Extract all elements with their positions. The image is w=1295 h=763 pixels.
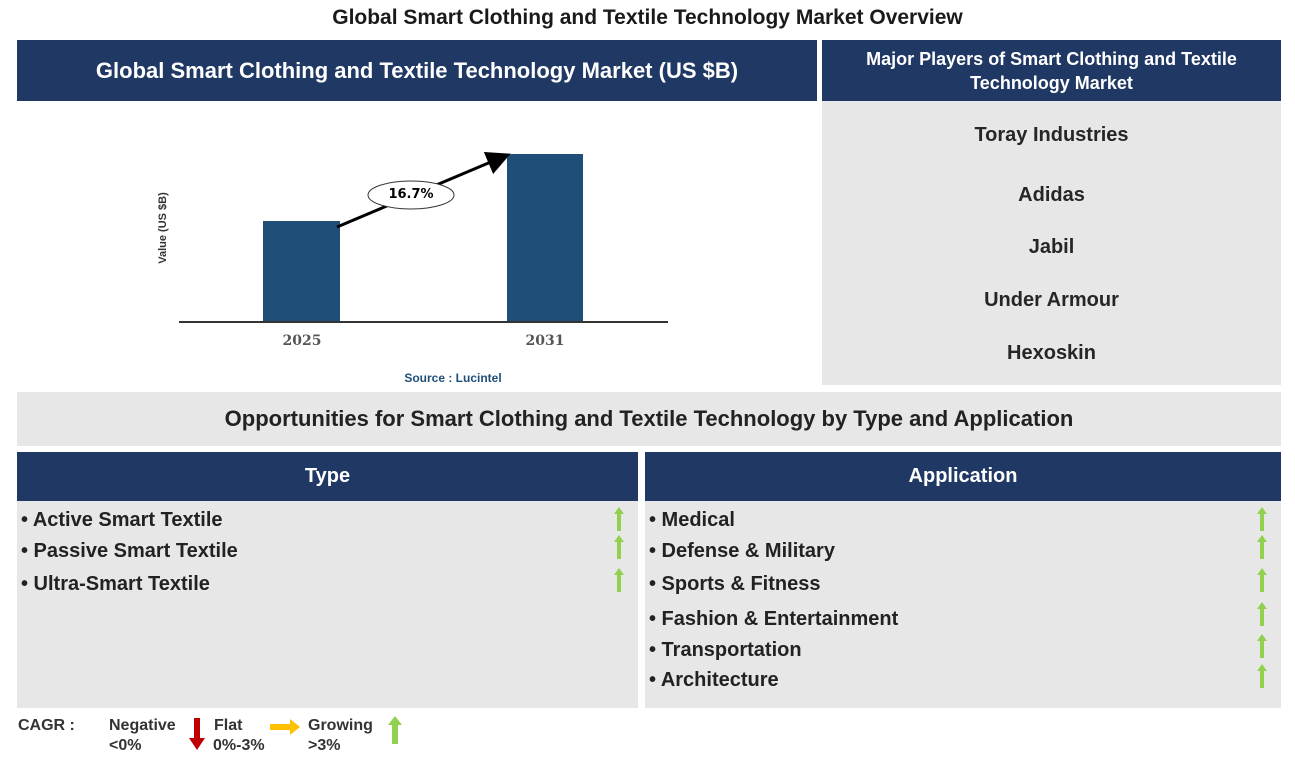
legend-flat-range: 0%-3% bbox=[213, 737, 265, 754]
legend-negative-range: <0% bbox=[109, 737, 142, 754]
x-tick-2031: 2031 bbox=[525, 333, 565, 349]
page-title: Global Smart Clothing and Textile Techno… bbox=[332, 6, 963, 29]
application-item: • Fashion & Entertainment bbox=[649, 608, 899, 630]
application-item: • Sports & Fitness bbox=[649, 573, 821, 595]
player-item: Under Armour bbox=[984, 289, 1119, 311]
growing-arrow-icon bbox=[1257, 535, 1267, 559]
player-item: Hexoskin bbox=[1007, 342, 1096, 364]
y-axis-label: Value (US $B) bbox=[157, 192, 169, 264]
legend-title: CAGR : bbox=[18, 717, 75, 734]
chart-header: Global Smart Clothing and Textile Techno… bbox=[17, 40, 817, 101]
growing-arrow-icon bbox=[388, 716, 402, 744]
application-item: • Architecture bbox=[649, 669, 779, 691]
player-item: Jabil bbox=[1028, 236, 1075, 258]
type-item: • Passive Smart Textile bbox=[21, 540, 238, 562]
application-item: • Transportation bbox=[649, 639, 802, 661]
player-item: Adidas bbox=[1018, 184, 1085, 206]
application-item: • Defense & Military bbox=[649, 540, 835, 562]
flat-arrow-icon bbox=[270, 719, 300, 735]
players-header: Major Players of Smart Clothing and Text… bbox=[822, 40, 1281, 101]
opportunities-header: Opportunities for Smart Clothing and Tex… bbox=[17, 392, 1281, 446]
type-list: • Active Smart Textile • Passive Smart T… bbox=[17, 501, 638, 708]
legend-flat-label: Flat bbox=[214, 717, 243, 734]
growing-arrow-icon bbox=[614, 507, 624, 531]
legend-negative-label: Negative bbox=[109, 717, 176, 734]
player-item: Toray Industries bbox=[974, 124, 1129, 146]
application-item: • Medical bbox=[649, 509, 735, 531]
negative-arrow-icon bbox=[189, 718, 205, 750]
growing-arrow-icon bbox=[1257, 568, 1267, 592]
x-axis bbox=[179, 321, 668, 323]
players-list: Toray Industries Adidas Jabil Under Armo… bbox=[822, 101, 1281, 385]
growing-arrow-icon bbox=[1257, 634, 1267, 658]
source-label: Source : Lucintel bbox=[404, 371, 502, 385]
growing-arrow-icon bbox=[1257, 602, 1267, 626]
growing-arrow-icon bbox=[614, 535, 624, 559]
cagr-arrow-icon bbox=[336, 151, 511, 229]
legend-growing-range: >3% bbox=[308, 737, 341, 754]
growing-arrow-icon bbox=[1257, 507, 1267, 531]
application-list: • Medical • Defense & Military • Sports … bbox=[645, 501, 1281, 708]
legend-growing-label: Growing bbox=[308, 717, 373, 734]
type-item: • Active Smart Textile bbox=[21, 509, 223, 531]
bar-2031 bbox=[507, 154, 583, 321]
type-item: • Ultra-Smart Textile bbox=[21, 573, 210, 595]
growing-arrow-icon bbox=[1257, 664, 1267, 688]
x-tick-2025: 2025 bbox=[282, 333, 322, 349]
application-header: Application bbox=[645, 452, 1281, 501]
bar-2025 bbox=[263, 221, 340, 321]
growing-arrow-icon bbox=[614, 568, 624, 592]
type-header: Type bbox=[17, 452, 638, 501]
cagr-label: 16.7% bbox=[388, 187, 434, 202]
